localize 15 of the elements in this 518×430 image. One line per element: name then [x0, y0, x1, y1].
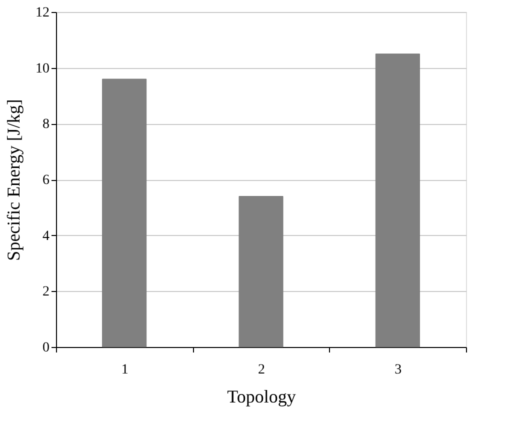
- bar: [375, 54, 420, 348]
- y-tick-label: 10: [36, 61, 50, 76]
- y-tick-label: 2: [42, 284, 50, 300]
- x-axis-title: Topology: [227, 386, 296, 406]
- y-tick-label: 8: [42, 117, 50, 132]
- y-axis-title: Specific Energy [J/kg]: [4, 99, 24, 261]
- y-tick-label: 4: [42, 228, 50, 244]
- x-tick-label: 1: [121, 362, 128, 378]
- bar: [102, 78, 147, 348]
- y-tick-label: 12: [36, 6, 50, 20]
- y-tick-label: 6: [42, 173, 50, 188]
- bar: [238, 196, 284, 348]
- x-tick-label: 2: [258, 362, 265, 378]
- y-tick-label: 0: [42, 340, 50, 356]
- x-tick-label: 3: [394, 362, 402, 378]
